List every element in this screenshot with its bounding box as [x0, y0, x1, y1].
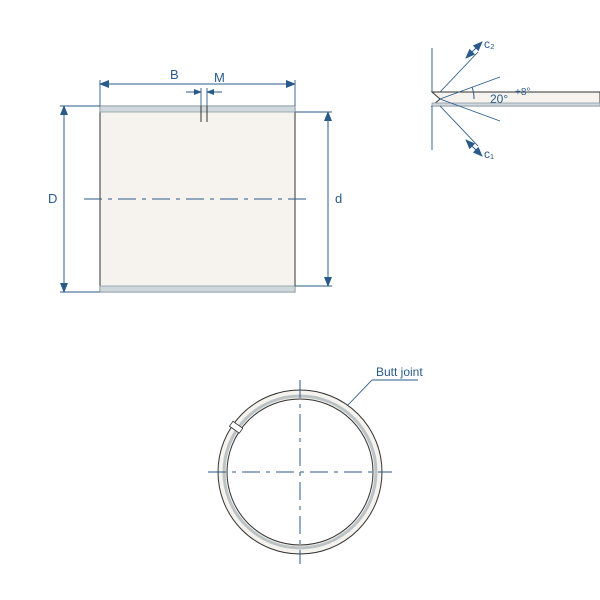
- label-c1: c₁: [484, 147, 494, 161]
- label-D: D: [48, 191, 57, 206]
- dimension-c1: c₁: [440, 106, 494, 161]
- label-angle: 20°: [490, 92, 508, 106]
- dimension-B: B: [100, 67, 295, 106]
- dimension-M: M: [186, 70, 225, 106]
- bushing-diagram: B M D d: [0, 0, 600, 600]
- chamfer-detail-view: 20° +8° c₂ c₁: [432, 37, 600, 161]
- dimension-c2: c₂: [440, 37, 495, 92]
- label-B: B: [170, 67, 179, 82]
- outer-layer-top: [100, 106, 295, 112]
- label-M: M: [214, 70, 225, 85]
- label-d: d: [335, 191, 342, 206]
- cross-section-view: B M D d: [48, 67, 342, 292]
- label-tol: +8°: [515, 87, 530, 98]
- label-c2: c₂: [484, 37, 495, 51]
- outer-layer-bottom: [100, 286, 295, 292]
- label-butt-joint: Butt joint: [376, 365, 423, 379]
- ring-view: Butt joint: [208, 365, 423, 564]
- butt-joint-leader: [348, 380, 372, 405]
